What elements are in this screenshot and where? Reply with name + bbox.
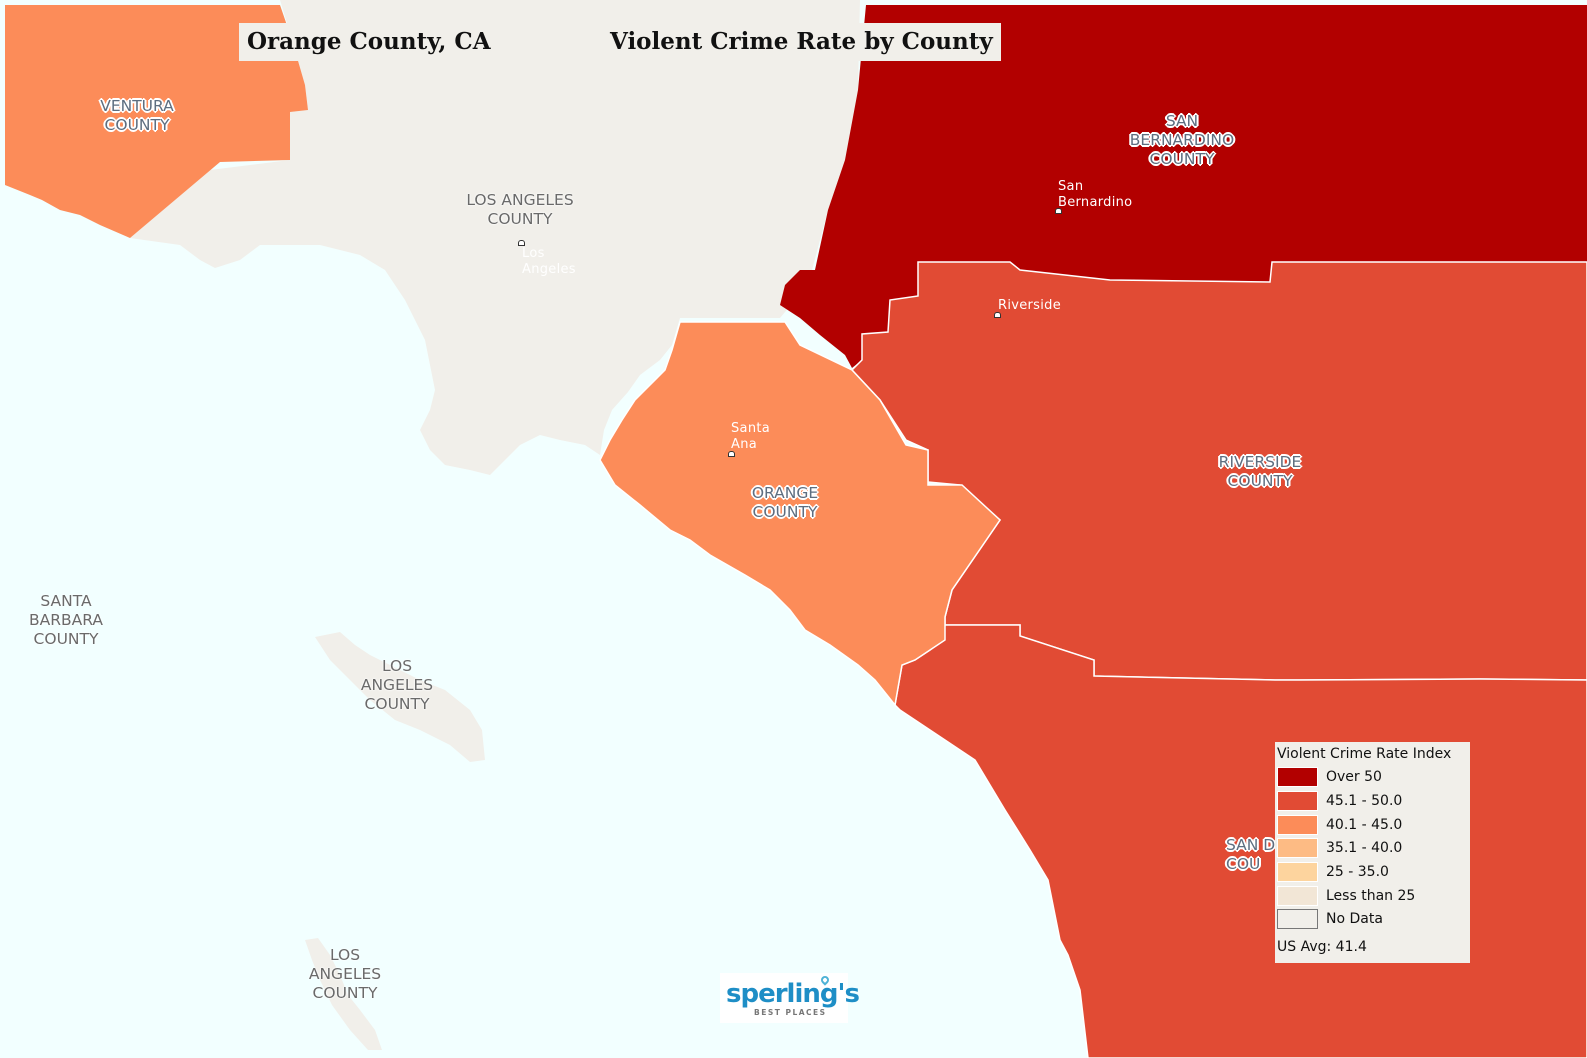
logo-wordmark: sperling's xyxy=(726,979,860,1009)
county-label-san-bernardino: SAN BERNARDINO COUNTY xyxy=(1129,112,1235,168)
legend-label: 35.1 - 40.0 xyxy=(1326,840,1403,856)
county-label-orange: ORANGE COUNTY xyxy=(751,484,819,521)
city-label-riverside: Riverside xyxy=(998,298,1062,313)
legend-label: 45.1 - 50.0 xyxy=(1326,793,1403,809)
map-legend: Violent Crime Rate Index Over 50 45.1 - … xyxy=(1275,742,1470,963)
legend-item-45-50: 45.1 - 50.0 xyxy=(1277,790,1402,812)
county-label-los-angeles-san-clemente: LOS ANGELES COUNTY xyxy=(308,946,382,1002)
region-san-clemente-island[interactable] xyxy=(305,938,382,1050)
region-san-bernardino-county[interactable] xyxy=(780,5,1587,368)
legend-swatch xyxy=(1277,909,1318,929)
logo-tagline: BEST PLACES xyxy=(754,1008,827,1017)
county-label-los-angeles: LOS ANGELES COUNTY xyxy=(466,191,574,228)
region-orange-county[interactable] xyxy=(599,321,1001,707)
legend-label: No Data xyxy=(1326,911,1383,927)
legend-label: Less than 25 xyxy=(1326,888,1416,904)
legend-item-35-40: 35.1 - 40.0 xyxy=(1277,837,1402,859)
legend-swatch xyxy=(1277,886,1318,906)
city-label-san-bernardino: San Bernardino xyxy=(1058,179,1133,210)
city-label-los-angeles: Los Angeles xyxy=(522,246,576,277)
county-label-riverside: RIVERSIDE COUNTY xyxy=(1218,453,1302,490)
region-los-angeles-county[interactable] xyxy=(130,0,860,475)
legend-item-no-data: No Data xyxy=(1277,908,1383,930)
legend-swatch xyxy=(1277,838,1318,858)
legend-item-over-50: Over 50 xyxy=(1277,766,1382,788)
legend-swatch xyxy=(1277,791,1318,811)
city-marker-los-angeles xyxy=(518,240,525,246)
legend-swatch xyxy=(1277,767,1318,787)
location-title: Orange County, CA xyxy=(239,23,499,61)
legend-label: 40.1 - 45.0 xyxy=(1326,817,1403,833)
legend-label: 25 - 35.0 xyxy=(1326,864,1389,880)
legend-item-less-than-25: Less than 25 xyxy=(1277,885,1415,907)
city-marker-san-bernardino xyxy=(1055,208,1062,214)
region-ventura-county[interactable] xyxy=(5,5,308,238)
sperlings-logo[interactable]: sperling's BEST PLACES xyxy=(720,973,860,1023)
legend-item-40-45: 40.1 - 45.0 xyxy=(1277,814,1402,836)
county-label-ventura: VENTURA COUNTY xyxy=(100,97,174,134)
region-santa-catalina-island[interactable] xyxy=(315,632,485,762)
city-marker-santa-ana xyxy=(728,451,735,457)
legend-title: Violent Crime Rate Index xyxy=(1277,746,1452,762)
county-label-santa-barbara: SANTA BARBARA COUNTY xyxy=(29,592,103,648)
county-label-san-diego: SAN D COU xyxy=(1226,836,1276,873)
legend-label: Over 50 xyxy=(1326,769,1382,785)
legend-swatch xyxy=(1277,862,1318,882)
county-label-los-angeles-catalina: LOS ANGELES COUNTY xyxy=(360,657,434,713)
legend-item-25-35: 25 - 35.0 xyxy=(1277,861,1389,883)
legend-us-average: US Avg: 41.4 xyxy=(1277,939,1367,955)
city-label-santa-ana: Santa Ana xyxy=(731,421,771,452)
legend-swatch xyxy=(1277,815,1318,835)
map-title: Violent Crime Rate by County xyxy=(602,23,1001,61)
city-marker-riverside xyxy=(994,312,1001,318)
